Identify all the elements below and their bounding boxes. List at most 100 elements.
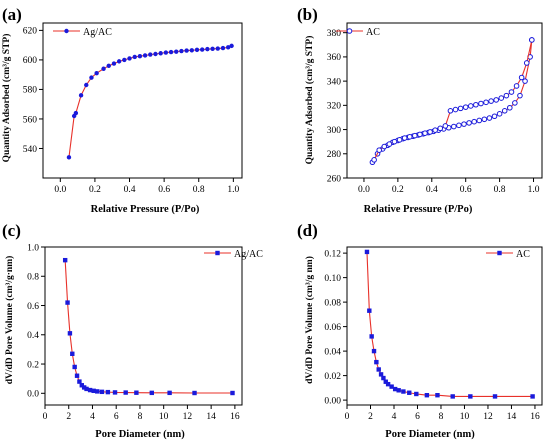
data-point-b-1-20 xyxy=(427,129,433,135)
data-point-b-1-12 xyxy=(467,103,474,109)
plot-frame-c xyxy=(44,246,243,406)
y-tick-label-d-6: 0.12 xyxy=(324,249,341,259)
data-point-b-1-7 xyxy=(493,97,500,103)
y-tick-label-d-5: 0.10 xyxy=(324,274,341,284)
data-point-a-0-19 xyxy=(163,50,169,55)
panel-label-d: (d) xyxy=(297,221,318,240)
data-point-a-0-13 xyxy=(132,54,137,60)
y-tick-label-c-5: 1.0 xyxy=(27,243,39,253)
data-point-b-1-21 xyxy=(422,130,428,136)
data-point-b-0-27 xyxy=(506,104,513,111)
series-line-d-0 xyxy=(366,251,533,397)
data-point-b-1-18 xyxy=(437,125,444,132)
data-point-c-0-7 xyxy=(79,383,84,388)
y-tick-label-d-4: 0.08 xyxy=(324,298,341,308)
y-tick-label-b-4: 340 xyxy=(327,77,342,87)
data-point-a-0-30 xyxy=(220,45,226,51)
data-point-a-0-5 xyxy=(89,75,94,80)
y-tick-label-a-2: 580 xyxy=(23,86,38,96)
y-tick-label-a-0: 540 xyxy=(23,145,38,155)
data-point-d-0-13 xyxy=(401,389,406,394)
data-point-d-0-2 xyxy=(369,334,374,339)
plot-frame-d xyxy=(346,246,543,406)
data-point-b-1-14 xyxy=(457,105,464,112)
y-tick-label-c-3: 0.6 xyxy=(27,302,39,312)
data-point-c-0-0 xyxy=(62,257,68,263)
x-tick-label-d-4: 8 xyxy=(439,412,444,422)
y-tick-label-d-1: 0.02 xyxy=(324,372,341,382)
panel-a: (a) Relative Pressure (P/Po) Quantity Ad… xyxy=(1,5,243,215)
x-tick-label-d-0: 0 xyxy=(345,412,350,422)
data-point-a-0-11 xyxy=(122,57,127,63)
data-point-b-0-23 xyxy=(486,115,493,121)
x-tick-label-b-3: 0.6 xyxy=(460,185,472,195)
series-line-b-0 xyxy=(371,39,533,163)
data-point-c-0-10 xyxy=(87,387,93,393)
data-point-c-0-14 xyxy=(105,389,111,395)
data-point-c-0-17 xyxy=(134,390,139,395)
data-point-d-0-6 xyxy=(378,372,384,377)
plot-frame-a xyxy=(42,22,243,179)
data-point-b-1-6 xyxy=(498,95,505,101)
data-point-b-1-25 xyxy=(401,135,408,141)
data-point-b-1-19 xyxy=(432,127,438,133)
data-point-b-1-24 xyxy=(406,134,413,140)
data-point-c-0-8 xyxy=(81,385,87,390)
x-tick-label-a-3: 0.6 xyxy=(158,185,170,195)
data-point-b-1-13 xyxy=(462,104,469,110)
x-tick-label-c-3: 6 xyxy=(114,412,119,422)
x-tick-label-d-7: 14 xyxy=(507,412,517,422)
data-point-a-0-3 xyxy=(78,93,84,98)
y-tick-label-b-2: 300 xyxy=(327,126,342,136)
x-tick-label-c-6: 12 xyxy=(183,412,193,422)
data-point-a-0-0 xyxy=(66,155,72,160)
data-point-b-1-1 xyxy=(523,60,530,66)
data-point-a-0-28 xyxy=(210,46,215,52)
data-point-a-0-9 xyxy=(111,61,117,66)
data-point-d-0-0 xyxy=(364,249,370,255)
data-point-b-1-5 xyxy=(503,92,510,99)
data-point-c-0-5 xyxy=(74,373,80,378)
data-point-d-0-16 xyxy=(424,393,430,398)
y-tick-label-b-6: 380 xyxy=(327,29,342,39)
data-point-a-0-27 xyxy=(205,46,210,52)
x-tick-label-d-1: 2 xyxy=(368,412,373,422)
data-point-a-0-31 xyxy=(225,45,231,50)
y-tick-label-c-0: 0.0 xyxy=(27,390,39,400)
data-point-a-0-26 xyxy=(200,47,205,52)
data-point-a-0-23 xyxy=(184,48,189,53)
data-point-c-0-9 xyxy=(84,386,89,392)
y-tick-label-b-1: 280 xyxy=(327,150,342,160)
y-tick-label-a-1: 560 xyxy=(23,115,38,125)
data-point-a-0-25 xyxy=(194,47,200,53)
data-point-b-1-9 xyxy=(483,99,489,106)
x-axis-label-b: Relative Pressure (P/Po) xyxy=(364,204,473,215)
x-tick-label-a-4: 0.8 xyxy=(193,185,205,195)
x-axis-label-c: Pore Diameter (nm) xyxy=(95,429,185,440)
data-point-d-0-1 xyxy=(367,308,372,313)
data-point-d-0-19 xyxy=(468,394,473,399)
data-point-c-0-2 xyxy=(67,331,73,336)
data-point-c-0-19 xyxy=(167,390,172,396)
data-point-c-0-20 xyxy=(192,390,197,396)
data-point-b-1-16 xyxy=(447,107,454,114)
data-point-b-0-18 xyxy=(461,121,467,127)
data-point-c-0-18 xyxy=(149,390,155,396)
data-point-d-0-18 xyxy=(450,394,455,399)
data-point-b-1-3 xyxy=(513,83,520,89)
data-point-d-0-7 xyxy=(381,375,386,381)
data-point-b-1-30 xyxy=(376,147,383,153)
data-point-b-1-8 xyxy=(488,98,494,104)
y-axis-label-a: Quantity Adsorbed (cm³/g STP) xyxy=(1,34,12,163)
x-tick-label-d-6: 12 xyxy=(483,412,493,422)
y-tick-label-a-3: 600 xyxy=(23,56,38,66)
y-axis-label-c: dV/dD Pore Volume (cm³/g·nm) xyxy=(4,256,15,385)
data-point-b-0-26 xyxy=(501,107,508,114)
legend-marker-a xyxy=(64,28,69,34)
x-tick-label-c-4: 8 xyxy=(138,412,143,422)
series-line-c-0 xyxy=(64,260,233,394)
data-point-a-0-2 xyxy=(73,110,79,116)
data-point-b-0-28 xyxy=(512,100,518,106)
x-tick-label-c-0: 0 xyxy=(43,412,48,422)
y-tick-label-b-3: 320 xyxy=(327,102,342,112)
